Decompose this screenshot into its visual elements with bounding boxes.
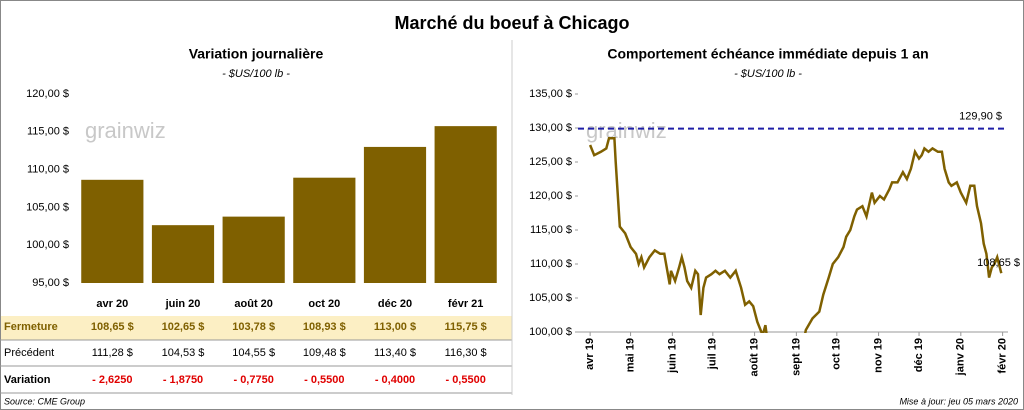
source: Source: CME Group bbox=[4, 396, 85, 406]
x-tick-label: janv 20 bbox=[955, 338, 967, 376]
y-tick-label: 95,00 $ bbox=[32, 277, 69, 289]
x-tick-label: oct 20 bbox=[308, 298, 340, 310]
table-cell: 104,53 $ bbox=[162, 347, 205, 359]
table-cell: 113,40 $ bbox=[374, 347, 416, 359]
y-tick-label: 115,00 $ bbox=[27, 126, 69, 138]
page-title: Marché du boeuf à Chicago bbox=[394, 13, 629, 33]
chart-subtitle: - $US/100 lb - bbox=[222, 68, 290, 80]
x-tick-label: déc 19 bbox=[913, 338, 925, 372]
x-tick-label: juil 19 bbox=[707, 338, 719, 370]
x-tick-label: nov 19 bbox=[873, 338, 885, 373]
bar bbox=[151, 225, 215, 283]
x-tick-label: mai 19 bbox=[624, 338, 636, 372]
table-cell: - 0,7750 bbox=[233, 374, 273, 386]
table-cell: - 2,6250 bbox=[92, 374, 132, 386]
updated: Mise à jour: jeu 05 mars 2020 bbox=[899, 396, 1018, 406]
watermark: grainwiz bbox=[85, 118, 166, 143]
watermark: grainwiz bbox=[586, 118, 667, 143]
y-tick-label: 110,00 $ bbox=[27, 164, 69, 176]
x-tick-label: avr 19 bbox=[584, 338, 596, 370]
bar bbox=[81, 179, 144, 283]
y-tick-label: 100,00 $ bbox=[26, 239, 69, 251]
x-tick-label: juin 20 bbox=[165, 298, 201, 310]
x-tick-label: août 20 bbox=[234, 298, 273, 310]
row-label: Fermeture bbox=[4, 321, 58, 333]
table-cell: - 0,5500 bbox=[445, 374, 485, 386]
table-cell: - 0,4000 bbox=[375, 374, 415, 386]
x-tick-label: juin 19 bbox=[666, 338, 678, 374]
bar bbox=[363, 146, 427, 283]
table-cell: 102,65 $ bbox=[162, 321, 205, 333]
table-cell: - 1,8750 bbox=[163, 374, 203, 386]
table-cell: 109,48 $ bbox=[303, 347, 346, 359]
y-tick-label: 110,00 $ bbox=[530, 258, 572, 270]
table-cell: 103,78 $ bbox=[232, 321, 275, 333]
bar bbox=[434, 126, 497, 283]
table-cell: 116,30 $ bbox=[445, 347, 487, 359]
y-tick-label: 135,00 $ bbox=[529, 88, 572, 100]
end-label: 108,65 $ bbox=[977, 257, 1020, 269]
table-cell: 104,55 $ bbox=[232, 347, 275, 359]
row-highlight bbox=[1, 316, 512, 340]
table-cell: 108,65 $ bbox=[91, 321, 134, 333]
x-tick-label: févr 21 bbox=[448, 298, 483, 310]
y-tick-label: 130,00 $ bbox=[529, 122, 572, 134]
x-tick-label: déc 20 bbox=[378, 298, 412, 310]
chart-title: Comportement échéance immédiate depuis 1… bbox=[607, 46, 928, 62]
table-cell: 108,93 $ bbox=[303, 321, 346, 333]
chart-title: Variation journalière bbox=[189, 46, 324, 62]
table-cell: 111,28 $ bbox=[92, 347, 133, 359]
bar bbox=[293, 177, 356, 283]
price-line bbox=[588, 136, 1003, 333]
x-tick-label: oct 19 bbox=[831, 338, 843, 370]
y-tick-label: 105,00 $ bbox=[529, 292, 572, 304]
y-tick-label: 120,00 $ bbox=[26, 88, 69, 100]
row-label: Précédent bbox=[4, 347, 54, 359]
reference-label: 129,90 $ bbox=[959, 111, 1002, 123]
x-tick-label: févr 20 bbox=[997, 338, 1009, 373]
table-cell: - 0,5500 bbox=[304, 374, 344, 386]
y-tick-label: 125,00 $ bbox=[529, 156, 572, 168]
y-tick-label: 115,00 $ bbox=[530, 224, 572, 236]
table-cell: 113,00 $ bbox=[374, 321, 416, 333]
y-tick-label: 100,00 $ bbox=[529, 326, 572, 338]
x-tick-label: avr 20 bbox=[96, 298, 128, 310]
table-cell: 115,75 $ bbox=[445, 321, 487, 333]
x-tick-label: août 19 bbox=[748, 338, 760, 377]
y-tick-label: 105,00 $ bbox=[26, 201, 69, 213]
row-label: Variation bbox=[4, 374, 51, 386]
bar bbox=[222, 216, 285, 283]
chart-subtitle: - $US/100 lb - bbox=[734, 68, 802, 80]
y-tick-label: 120,00 $ bbox=[529, 190, 572, 202]
x-tick-label: sept 19 bbox=[790, 338, 802, 376]
